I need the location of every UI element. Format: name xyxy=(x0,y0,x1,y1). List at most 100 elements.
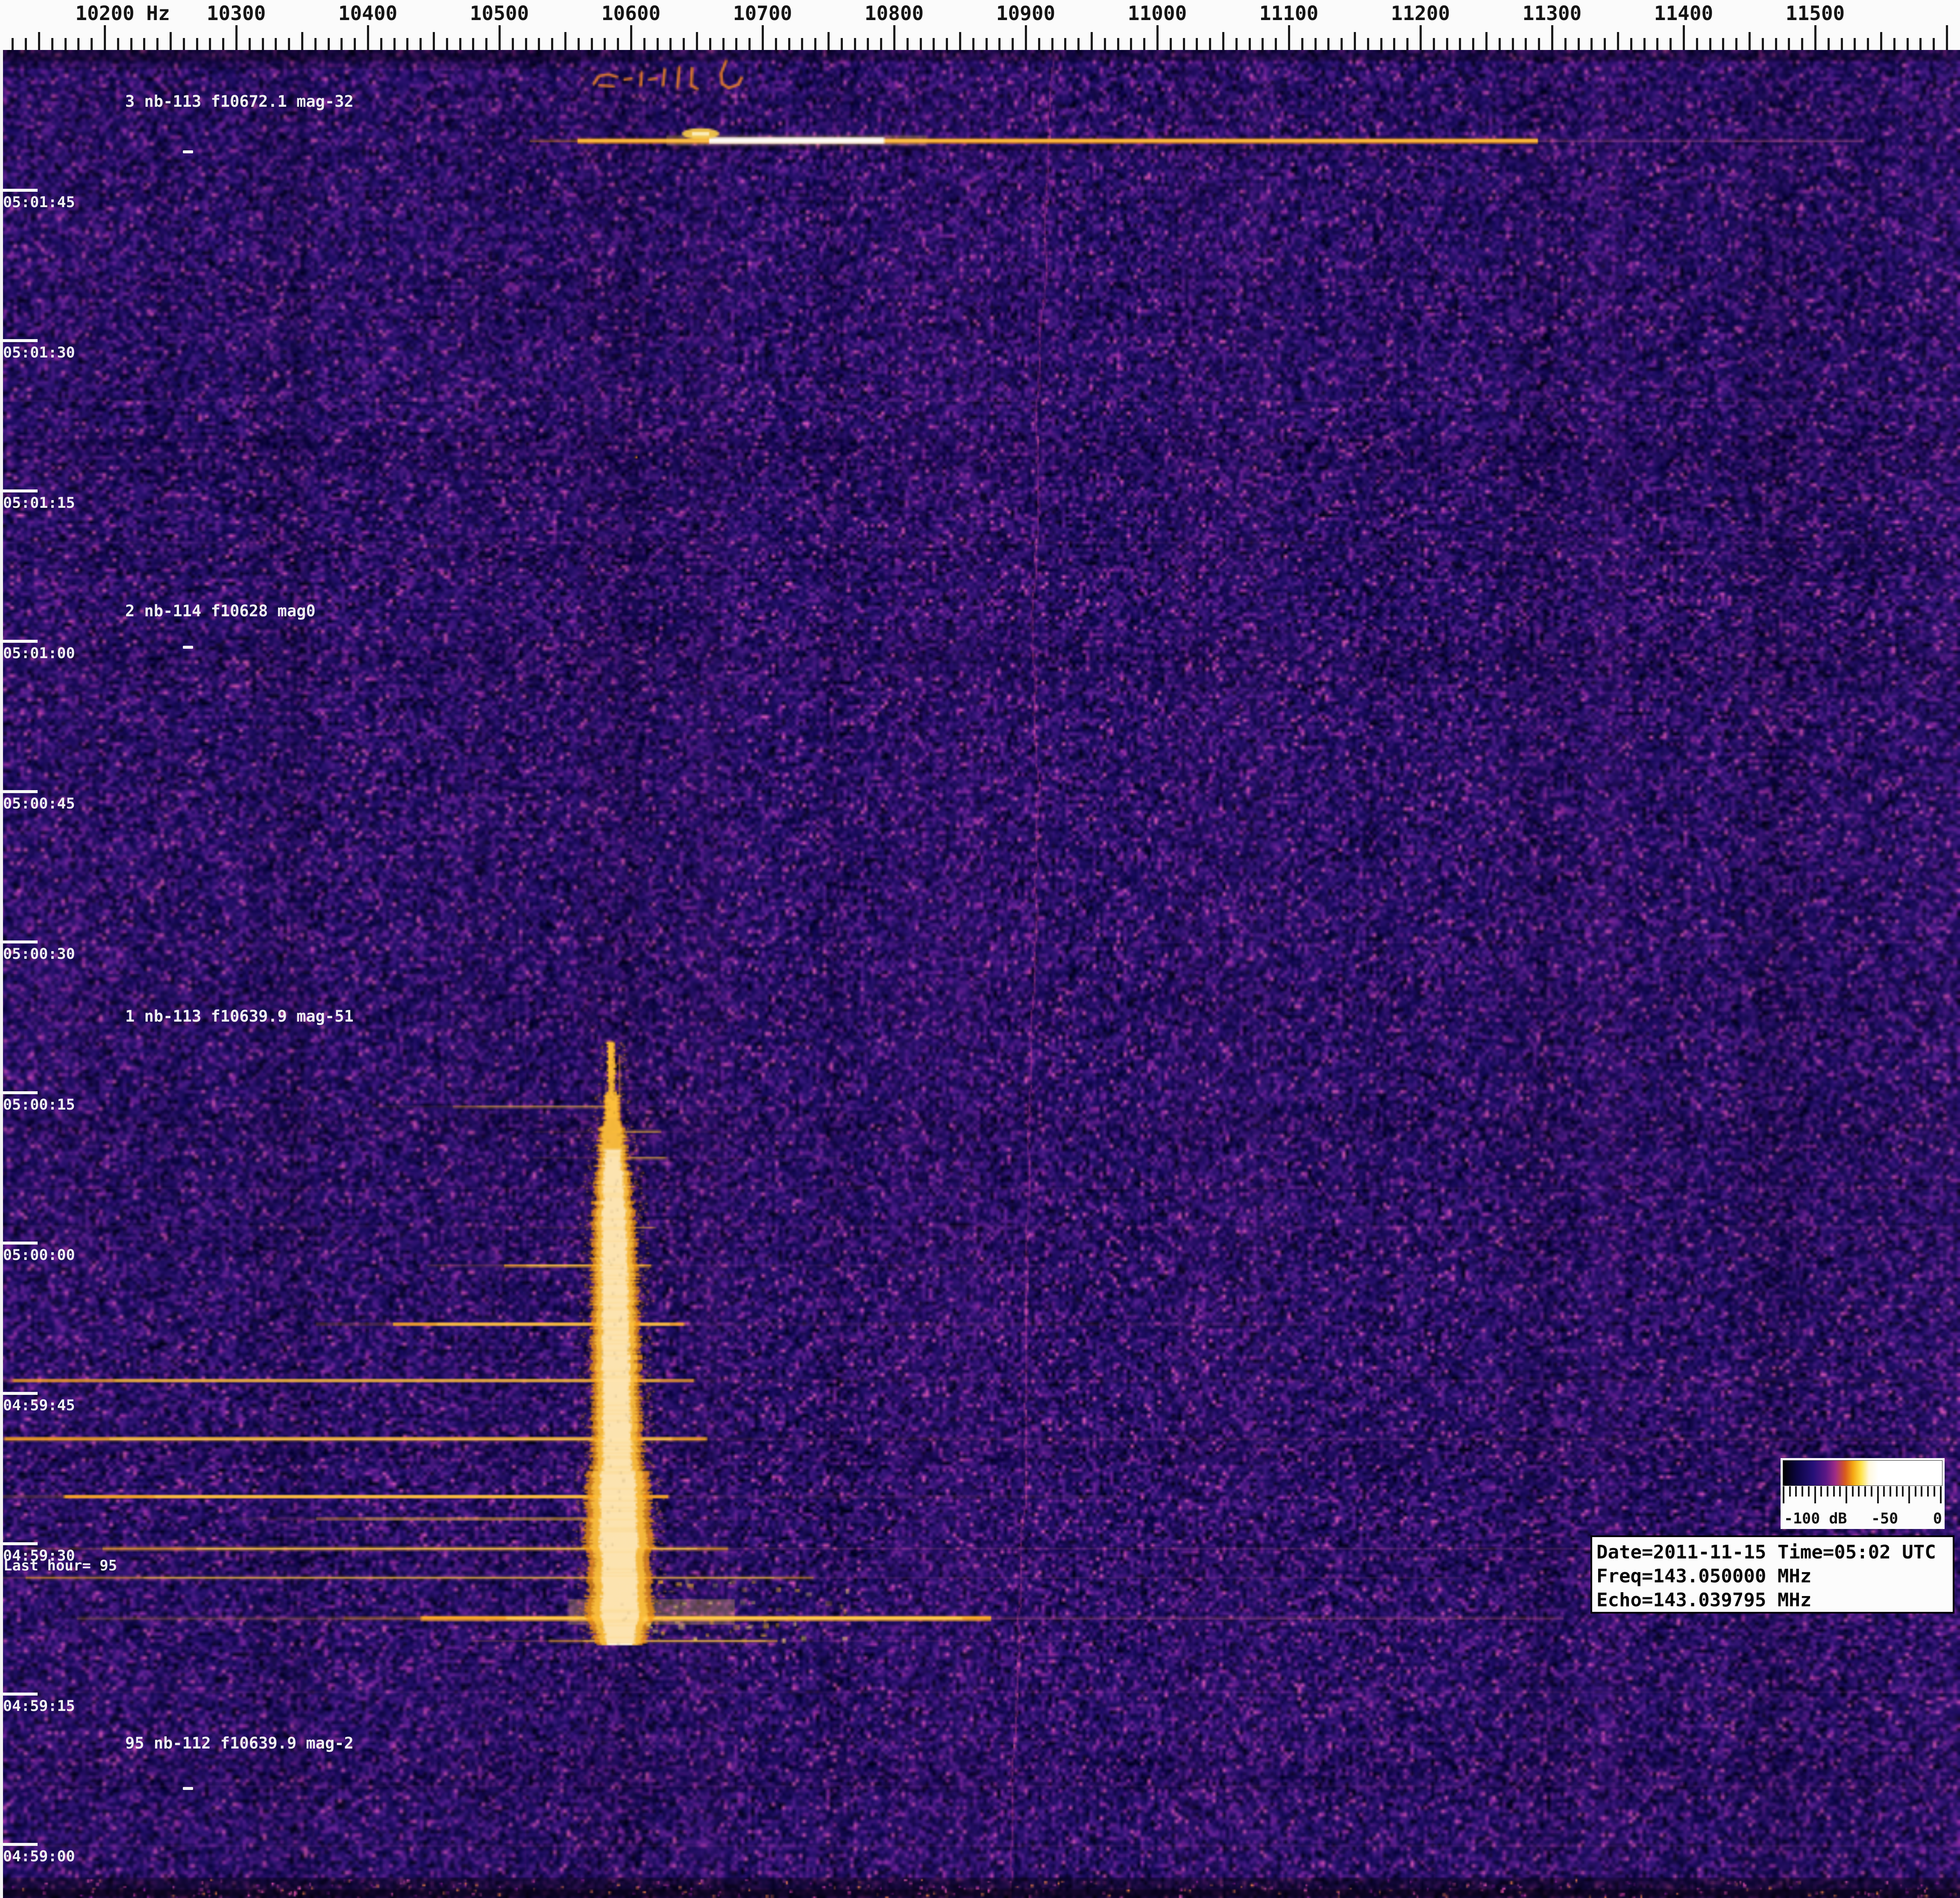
freq-tick xyxy=(1749,32,1751,50)
freq-tick xyxy=(91,38,93,50)
freq-tick xyxy=(182,38,185,50)
legend-tick xyxy=(1789,1486,1791,1497)
freq-tick xyxy=(1840,38,1843,50)
freq-tick xyxy=(196,38,198,50)
freq-label: 10300 xyxy=(206,2,266,25)
freq-tick xyxy=(1801,38,1804,50)
legend-tick xyxy=(1814,1486,1816,1503)
echo-dash-marker xyxy=(183,150,193,153)
freq-tick xyxy=(117,38,119,50)
freq-tick xyxy=(38,32,40,50)
freq-label: 10200 Hz xyxy=(75,2,170,25)
freq-tick xyxy=(1683,25,1685,50)
freq-tick xyxy=(1327,38,1330,50)
legend-tick xyxy=(1802,1486,1804,1497)
freq-tick xyxy=(275,38,277,50)
freq-tick xyxy=(1590,38,1593,50)
freq-tick xyxy=(1919,38,1922,50)
time-label: 05:00:00 xyxy=(3,1246,75,1264)
freq-tick xyxy=(1275,38,1277,50)
freq-tick xyxy=(1077,38,1080,50)
freq-tick xyxy=(1288,25,1290,50)
freq-tick xyxy=(1420,25,1422,50)
legend-tick xyxy=(1914,1486,1916,1497)
time-label: 04:59:45 xyxy=(3,1397,75,1414)
freq-tick xyxy=(327,38,330,50)
freq-tick xyxy=(1933,38,1935,50)
freq-label: 11200 xyxy=(1391,2,1450,25)
freq-tick xyxy=(104,25,106,50)
freq-tick xyxy=(1788,38,1790,50)
time-label: 05:01:45 xyxy=(3,194,75,211)
freq-tick xyxy=(288,38,290,50)
freq-tick xyxy=(77,38,80,50)
freq-tick xyxy=(538,38,540,50)
legend-tick xyxy=(1933,1486,1935,1497)
legend-tick xyxy=(1883,1486,1885,1497)
freq-tick xyxy=(314,38,317,50)
freq-tick xyxy=(1538,38,1540,50)
freq-tick xyxy=(1354,32,1356,50)
legend-tick xyxy=(1889,1486,1891,1497)
freq-label: 11000 xyxy=(1127,2,1187,25)
freq-tick xyxy=(1432,38,1435,50)
echo-annotation: 1 nb-113 f10639.9 mag-51 xyxy=(125,1007,354,1025)
freq-label: 11100 xyxy=(1259,2,1319,25)
freq-tick xyxy=(1393,38,1396,50)
freq-tick xyxy=(946,38,948,50)
legend-tick xyxy=(1870,1486,1872,1497)
freq-tick xyxy=(130,38,132,50)
freq-tick xyxy=(1761,38,1764,50)
freq-tick xyxy=(972,38,974,50)
freq-tick xyxy=(406,38,409,50)
freq-tick xyxy=(209,38,211,50)
freq-tick xyxy=(1946,25,1948,50)
time-label: 04:59:00 xyxy=(3,1848,75,1865)
freq-tick xyxy=(1880,32,1882,50)
freq-label: 10600 xyxy=(601,2,661,25)
echo-annotation: 95 nb-112 f10639.9 mag-2 xyxy=(125,1734,354,1752)
legend-tick xyxy=(1839,1486,1841,1497)
freq-tick xyxy=(156,38,159,50)
freq-tick xyxy=(1551,25,1553,50)
time-tick xyxy=(0,1391,38,1395)
freq-tick xyxy=(1182,38,1185,50)
legend-tick xyxy=(1851,1486,1854,1497)
freq-tick xyxy=(25,38,27,50)
freq-tick xyxy=(420,38,422,50)
freq-tick xyxy=(1867,38,1869,50)
freq-tick xyxy=(170,32,172,50)
legend-tick xyxy=(1939,1486,1942,1503)
time-label: 05:00:45 xyxy=(3,795,75,813)
freq-tick xyxy=(1775,38,1777,50)
time-axis-border xyxy=(0,50,3,1898)
freq-tick xyxy=(722,38,725,50)
time-tick xyxy=(0,790,38,794)
legend-tick xyxy=(1833,1486,1835,1497)
freq-tick xyxy=(998,38,1001,50)
freq-tick xyxy=(1525,38,1527,50)
legend-tick xyxy=(1858,1486,1860,1497)
freq-tick xyxy=(577,38,580,50)
freq-tick xyxy=(1012,38,1014,50)
freq-tick xyxy=(143,38,146,50)
freq-line: Freq=143.050000 MHz xyxy=(1596,1565,1812,1587)
freq-tick xyxy=(1262,38,1264,50)
freq-tick xyxy=(1564,38,1567,50)
time-label: 05:00:15 xyxy=(3,1096,75,1113)
time-tick xyxy=(0,489,38,493)
time-label: 04:59:15 xyxy=(3,1697,75,1715)
legend-tick xyxy=(1795,1486,1797,1497)
freq-tick xyxy=(933,38,935,50)
freq-tick xyxy=(683,38,685,50)
freq-tick xyxy=(1722,38,1725,50)
freq-tick xyxy=(906,38,909,50)
freq-tick xyxy=(985,38,988,50)
freq-tick xyxy=(762,25,764,50)
time-label: 05:01:30 xyxy=(3,344,75,362)
freq-label: 10700 xyxy=(733,2,792,25)
freq-tick xyxy=(1709,38,1711,50)
time-tick xyxy=(0,1842,38,1846)
freq-tick xyxy=(630,25,632,50)
freq-tick xyxy=(880,38,883,50)
